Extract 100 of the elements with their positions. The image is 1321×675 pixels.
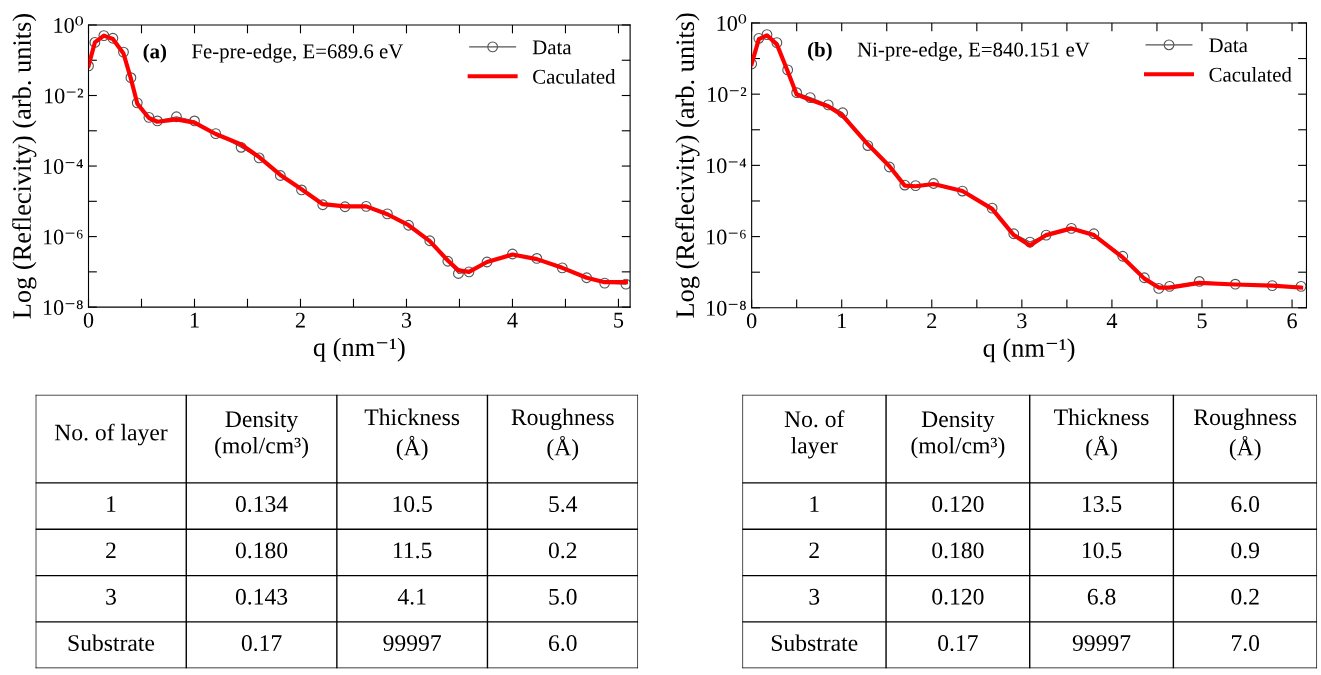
- x-tick-label: 6: [1287, 313, 1297, 329]
- x-tick-label: 3: [1017, 313, 1027, 329]
- point: [1295, 280, 1307, 292]
- point: [210, 128, 222, 140]
- point: [1088, 228, 1100, 240]
- text: 6.8: [1087, 588, 1116, 605]
- annotation: (a): [143, 43, 167, 63]
- point: [791, 87, 803, 99]
- point: [381, 208, 393, 220]
- x-tick-label: 0: [746, 313, 757, 329]
- y-tick-label: 10⁰: [54, 16, 84, 33]
- y-tick-label: 10⁻⁸: [43, 300, 83, 316]
- point: [581, 272, 593, 284]
- point: [481, 256, 493, 268]
- text: 0.134: [235, 496, 288, 513]
- category-label: Thickness (Å): [364, 408, 460, 461]
- point: [424, 235, 436, 247]
- y-axis-title: Log (Reflecivity) (arb. units): [12, 14, 37, 319]
- point: [771, 37, 783, 49]
- point: [235, 141, 247, 153]
- point: [151, 115, 163, 127]
- point: [1193, 276, 1205, 287]
- y-tick-label: 10⁻⁶: [707, 229, 746, 245]
- text: 5.4: [549, 496, 578, 513]
- point: [556, 262, 568, 274]
- text: 99997: [1072, 635, 1131, 651]
- text: 0.9: [1231, 542, 1259, 559]
- legend-label: Caculated: [1209, 67, 1292, 82]
- point: [1164, 280, 1175, 292]
- text: 0.180: [235, 542, 288, 559]
- point: [753, 32, 765, 44]
- point: [531, 253, 543, 264]
- category-label: Density (mol/cm³): [215, 411, 308, 459]
- point: [956, 185, 968, 197]
- point: [131, 97, 143, 109]
- point: [253, 152, 265, 164]
- x-tick-label: 0: [83, 312, 94, 328]
- point: [1117, 250, 1129, 262]
- x-tick-label: 3: [401, 312, 412, 328]
- point: [822, 99, 834, 111]
- x-tick-label: 1: [838, 313, 846, 329]
- legend-label: Data: [532, 40, 572, 55]
- x-axis-title: q (nm⁻¹): [983, 338, 1075, 363]
- point: [837, 107, 849, 119]
- y-axis-title: Log (Reflecivity) (arb. units): [675, 13, 700, 318]
- point: [360, 200, 372, 212]
- text: 0.17: [241, 635, 282, 652]
- annotation: Fe-pre-edge, E=689.6 eV: [192, 43, 404, 63]
- text: 0.2: [548, 542, 577, 559]
- annotation: (b): [808, 41, 832, 61]
- legend-label: Data: [1209, 38, 1248, 53]
- x-tick-label: 4: [507, 312, 518, 328]
- text: 0.120: [932, 588, 984, 605]
- text: 4.1: [397, 588, 426, 605]
- point: [928, 178, 940, 189]
- text: 13.5: [1082, 496, 1122, 513]
- point: [296, 184, 307, 196]
- point: [620, 278, 631, 290]
- x-tick-label: 5: [614, 312, 624, 328]
- point: [1065, 222, 1077, 234]
- point: [1266, 280, 1278, 292]
- text: 10.5: [1082, 542, 1122, 559]
- point: [1040, 229, 1052, 241]
- x-tick-label: 2: [295, 312, 305, 328]
- text: 6.0: [1231, 496, 1260, 513]
- x-tick-label: 1: [190, 312, 199, 328]
- point: [804, 92, 816, 104]
- point: [1008, 228, 1020, 240]
- point: [1138, 272, 1150, 284]
- text: 11.5: [394, 542, 432, 559]
- category-label: Density (mol/cm³): [911, 411, 1005, 459]
- point: [274, 170, 286, 181]
- text: 0.143: [235, 588, 288, 605]
- text: 10.5: [393, 496, 432, 513]
- text: Substrate: [771, 634, 858, 651]
- category-label: Roughness (Å): [1194, 408, 1297, 461]
- text: 5.0: [549, 588, 577, 605]
- text: Substrate: [68, 634, 155, 651]
- y-tick-label: 10⁻²: [708, 87, 747, 103]
- point: [89, 37, 101, 48]
- point: [884, 161, 895, 173]
- y-tick-label: 10⁻⁶: [43, 229, 83, 245]
- point: [118, 46, 129, 58]
- category-label: No. of layer: [784, 410, 845, 459]
- point: [189, 115, 200, 127]
- text: 0.180: [932, 542, 984, 559]
- text: 0.17: [938, 635, 978, 652]
- annotation: Ni-pre-edge, E=840.151 eV: [857, 41, 1090, 61]
- point: [339, 201, 351, 213]
- legend-label: Caculated: [533, 69, 616, 84]
- point: [782, 64, 794, 76]
- x-tick-label: 4: [1106, 313, 1118, 329]
- point: [317, 199, 329, 211]
- text: 99997: [383, 635, 441, 651]
- point: [761, 29, 773, 41]
- category-label: Thickness (Å): [1054, 408, 1149, 461]
- point: [107, 32, 119, 44]
- text: 2: [809, 542, 819, 559]
- y-tick-label: 10⁻⁸: [707, 300, 746, 316]
- x-axis-title: q (nm⁻¹): [313, 337, 405, 362]
